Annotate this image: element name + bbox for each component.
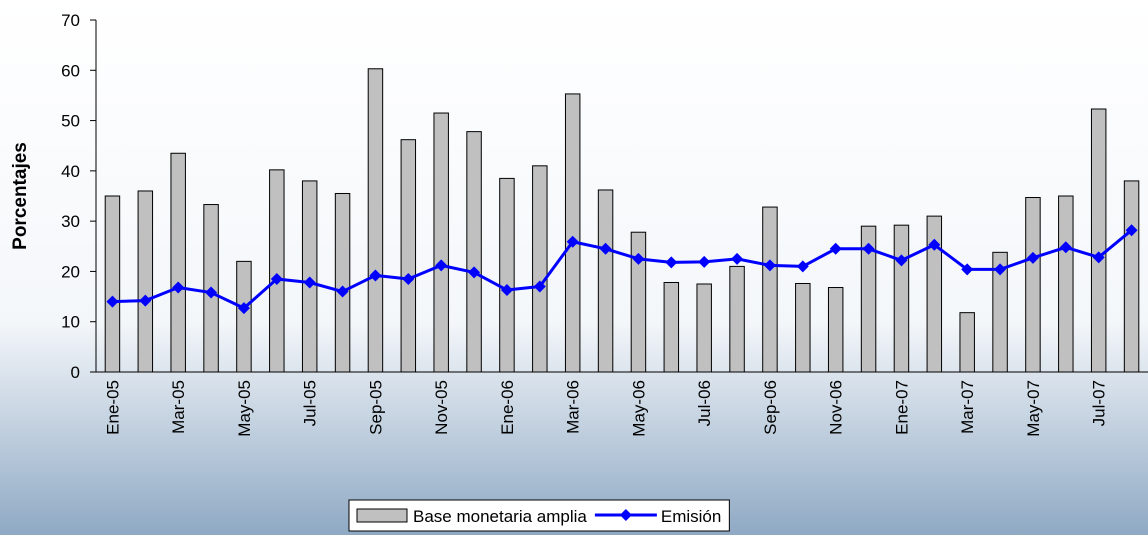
y-tick-label: 50 <box>61 112 80 131</box>
line-marker <box>1125 224 1138 237</box>
line-marker <box>829 242 842 255</box>
line-marker <box>994 263 1007 276</box>
y-tick-label: 10 <box>61 313 80 332</box>
bar <box>367 68 384 373</box>
line-marker <box>139 294 152 307</box>
bar <box>795 282 811 373</box>
bar <box>762 206 778 373</box>
bar <box>466 131 482 373</box>
line-marker <box>632 252 645 265</box>
bar <box>729 265 745 373</box>
y-axis-title: Porcentajes <box>10 142 31 250</box>
x-tick-label: May-06 <box>629 380 648 437</box>
line-marker <box>763 259 776 272</box>
y-tick-label: 30 <box>61 212 80 231</box>
x-tick-label: Mar-07 <box>958 380 977 434</box>
line-marker <box>468 266 481 279</box>
bar <box>827 287 844 373</box>
line-marker <box>928 238 941 251</box>
legend-swatch <box>356 508 408 523</box>
bar <box>1058 195 1074 373</box>
line-marker <box>533 280 546 293</box>
bar <box>663 281 680 373</box>
bar <box>696 283 712 373</box>
line-marker <box>435 259 448 272</box>
bar <box>499 177 515 373</box>
line-marker <box>1026 251 1039 264</box>
legend-label: Base monetaria amplia <box>413 507 587 526</box>
y-tick-label: 60 <box>61 61 80 80</box>
y-tick-label: 40 <box>61 162 80 181</box>
bar <box>301 180 318 373</box>
line-marker <box>1059 241 1072 254</box>
bar <box>1090 108 1107 373</box>
y-tick-label: 0 <box>71 363 80 382</box>
line-marker <box>698 255 711 268</box>
legend-box <box>348 499 730 532</box>
x-tick-label: Jul-07 <box>1090 380 1109 426</box>
line-marker <box>961 263 974 276</box>
line-marker <box>402 272 415 285</box>
x-tick-label: May-07 <box>1024 380 1043 437</box>
bar <box>104 195 121 373</box>
line-marker <box>205 286 218 299</box>
x-tick-label: Mar-05 <box>169 380 188 434</box>
x-tick-label: Ene-05 <box>103 380 122 435</box>
bar <box>893 224 910 373</box>
line-marker <box>270 272 283 285</box>
legend: Base monetaria amplia Emisión <box>348 499 730 532</box>
line-marker <box>500 284 513 297</box>
bar <box>959 312 975 373</box>
x-tick-label: Sep-05 <box>366 380 385 435</box>
x-tick-label: Mar-06 <box>564 380 583 434</box>
line-marker <box>172 281 185 294</box>
x-tick-label: Nov-05 <box>432 380 451 435</box>
x-tick-label: Nov-06 <box>827 380 846 435</box>
bar <box>597 189 614 373</box>
line-marker <box>336 285 349 298</box>
line-marker <box>665 256 678 269</box>
bar <box>400 139 417 373</box>
line-marker <box>796 260 809 273</box>
line-marker <box>895 254 908 267</box>
line-marker <box>566 235 579 248</box>
line-marker <box>1092 251 1105 264</box>
x-tick-label: Ene-06 <box>498 380 517 435</box>
line-marker <box>303 276 316 289</box>
bar <box>532 165 548 373</box>
bar <box>1123 180 1140 373</box>
bar <box>236 260 252 373</box>
bar <box>137 190 154 373</box>
line-marker <box>237 302 250 315</box>
legend-marker <box>619 509 632 521</box>
bar <box>170 152 186 373</box>
legend-label: Emisión <box>661 507 721 526</box>
line-marker <box>369 269 382 282</box>
bar <box>1025 197 1041 373</box>
line-marker <box>106 295 119 308</box>
line-marker <box>731 252 744 265</box>
y-tick-label: 20 <box>61 262 80 281</box>
line-marker <box>599 242 612 255</box>
x-tick-label: Jul-06 <box>695 380 714 426</box>
x-tick-label: Ene-07 <box>892 380 911 435</box>
x-tick-label: May-05 <box>235 380 254 437</box>
x-tick-label: Sep-06 <box>761 380 780 435</box>
x-tick-label: Jul-05 <box>301 380 320 426</box>
bar <box>269 169 285 373</box>
bar <box>564 93 581 373</box>
y-tick-label: 70 <box>61 11 80 30</box>
line-marker <box>862 242 875 255</box>
bar <box>433 112 449 373</box>
line <box>112 229 1133 310</box>
bar <box>334 192 351 373</box>
